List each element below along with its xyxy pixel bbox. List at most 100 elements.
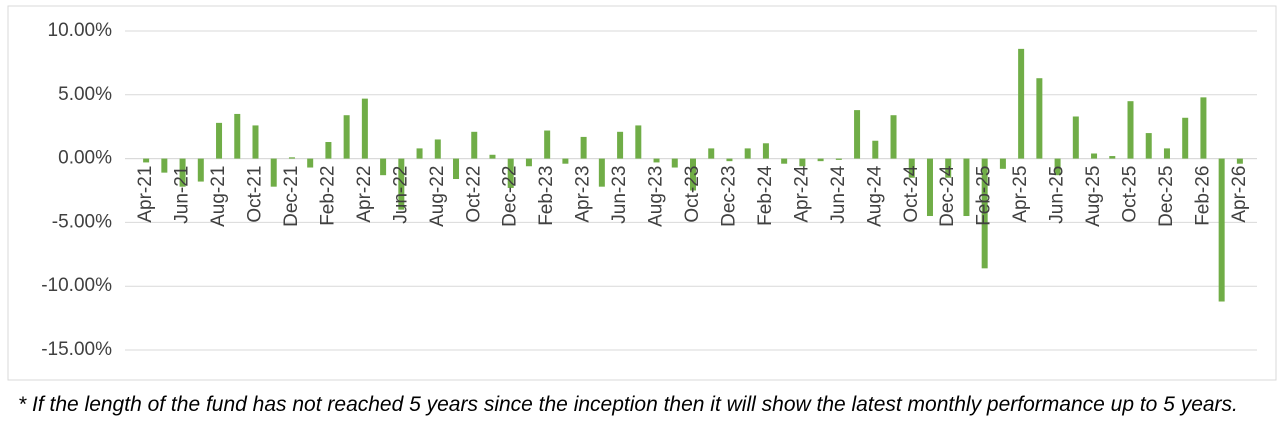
- x-tick-label: Apr-22: [354, 166, 375, 223]
- x-tick-label: Dec-22: [500, 166, 521, 227]
- x-tick-label: Apr-25: [1010, 166, 1031, 223]
- bar: [1018, 48, 1025, 159]
- bar: [835, 158, 842, 160]
- bar: [434, 139, 441, 159]
- bar: [398, 158, 405, 210]
- bar: [1182, 117, 1189, 159]
- bar: [1091, 153, 1098, 159]
- x-tick-label: Oct-21: [245, 166, 266, 223]
- bar: [580, 136, 587, 159]
- bar: [307, 158, 314, 168]
- x-tick-label: Jun-21: [172, 166, 193, 224]
- x-tick-label: Feb-25: [974, 166, 995, 226]
- x-tick-label: Oct-24: [901, 165, 922, 222]
- bar: [817, 158, 824, 162]
- bar: [963, 158, 970, 217]
- y-tick-label: -15.00%: [41, 339, 112, 360]
- bar: [781, 158, 788, 164]
- y-tick-label: -5.00%: [52, 211, 112, 232]
- bar: [525, 158, 532, 167]
- bar: [690, 158, 696, 191]
- chart: -15.00% -10.00% -5.00% 0.00% 5.00% 10.00% Apr-…: [7, 5, 1277, 381]
- bar: [562, 158, 569, 164]
- bar: [1218, 158, 1225, 302]
- x-tick-label: Feb-22: [317, 166, 338, 226]
- y-tick-label: 5.00%: [58, 84, 112, 105]
- bar: [908, 158, 915, 178]
- bar: [945, 158, 952, 178]
- bar: [216, 122, 223, 159]
- bar: [1109, 156, 1116, 159]
- bar: [453, 158, 460, 180]
- bar: [1236, 158, 1243, 164]
- bar: [1072, 116, 1079, 159]
- bar: [471, 131, 478, 159]
- bar: [671, 158, 678, 168]
- bar: [762, 143, 769, 159]
- chart-frame: [7, 5, 1277, 381]
- bar: [361, 98, 368, 159]
- bar: [234, 113, 241, 159]
- bar: [325, 142, 332, 159]
- x-tick-label: Dec-24: [937, 165, 958, 227]
- x-tick-label: Apr-24: [791, 165, 812, 222]
- x-tick-label: Aug-22: [427, 166, 448, 227]
- y-tick-label: 0.00%: [58, 148, 112, 169]
- bar: [1054, 158, 1061, 176]
- x-tick-label: Jun-24: [828, 165, 849, 224]
- bar: [507, 158, 514, 188]
- bar: [1127, 101, 1134, 159]
- x-tick-label: Dec-25: [1156, 166, 1177, 227]
- x-tick-label: Jun-22: [390, 166, 411, 224]
- x-tick-label: Dec-23: [718, 166, 739, 227]
- x-tick-label: Aug-21: [208, 166, 229, 227]
- x-tick-label: Oct-23: [682, 166, 703, 223]
- x-tick-label: Aug-23: [646, 166, 667, 227]
- bar: [635, 125, 642, 159]
- bar: [981, 158, 988, 269]
- x-tick-label: Apr-26: [1229, 166, 1250, 223]
- bar: [270, 158, 277, 187]
- bar: [598, 158, 605, 187]
- bar: [1163, 148, 1170, 159]
- bar: [872, 140, 879, 159]
- x-tick-label: Apr-23: [573, 166, 594, 223]
- bar: [744, 148, 751, 159]
- bar: [544, 130, 551, 159]
- x-tick-label: Oct-22: [463, 166, 484, 223]
- footnote: * If the length of the fund has not reac…: [18, 393, 1238, 416]
- bar: [708, 148, 715, 159]
- y-tick-label: 10.00%: [48, 20, 113, 41]
- x-tick-label: Feb-24: [755, 165, 776, 226]
- bar: [653, 158, 660, 163]
- bar: [161, 158, 168, 173]
- x-tick-label: Feb-26: [1192, 166, 1213, 226]
- x-tick-label: Aug-25: [1083, 166, 1104, 227]
- x-tick-label: Jun-25: [1047, 166, 1068, 224]
- bar: [489, 154, 496, 159]
- bar: [143, 158, 150, 163]
- bar: [1200, 97, 1207, 159]
- bar: [617, 131, 624, 159]
- bar: [890, 115, 897, 159]
- bar: [1036, 78, 1043, 159]
- bar: [854, 110, 861, 159]
- y-tick-label: -10.00%: [41, 275, 112, 296]
- bar: [726, 158, 733, 162]
- x-tick-label: Jun-23: [609, 166, 630, 224]
- x-tick-label: Oct-25: [1120, 166, 1141, 223]
- x-tick-label: Dec-21: [281, 166, 302, 227]
- bar: [343, 115, 350, 159]
- bar: [380, 158, 387, 176]
- bar: [1145, 133, 1152, 159]
- bar: [416, 148, 423, 159]
- bar: [197, 158, 204, 182]
- x-tick-label: Aug-24: [864, 165, 885, 227]
- bar: [926, 158, 933, 217]
- bar: [252, 125, 259, 159]
- x-tick-label: Apr-21: [135, 166, 156, 223]
- bar: [288, 157, 295, 159]
- bar: [179, 158, 186, 187]
- bar: [799, 158, 806, 167]
